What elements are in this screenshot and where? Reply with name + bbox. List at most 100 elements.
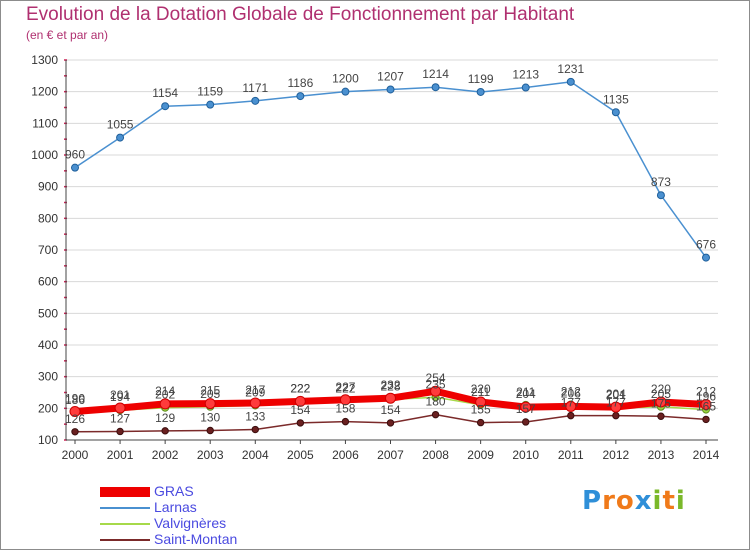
data-label: 157 bbox=[516, 402, 536, 416]
legend-item: Valvignères bbox=[100, 515, 320, 532]
series-group bbox=[69, 77, 712, 436]
logo-letter: r bbox=[602, 486, 616, 516]
point-gras bbox=[565, 400, 577, 412]
data-label: 1207 bbox=[377, 69, 404, 83]
x-tick-label: 2009 bbox=[467, 448, 494, 462]
point-larnas bbox=[702, 253, 710, 262]
data-label: 154 bbox=[380, 403, 400, 417]
data-label: 204 bbox=[606, 387, 626, 401]
point-gras bbox=[700, 399, 712, 411]
x-axis: 2000 2001 2002 2003 2004 2005 2006 2007 2008 2009… bbox=[62, 439, 720, 462]
data-label: 214 bbox=[155, 384, 175, 398]
point-larnas bbox=[116, 133, 125, 142]
y-tick-label: 100 bbox=[38, 433, 58, 447]
logo-letter: x bbox=[634, 486, 653, 516]
legend-swatch bbox=[100, 539, 150, 541]
data-label: 220 bbox=[651, 382, 671, 396]
legend-label: Saint-Montan bbox=[154, 531, 238, 547]
legend-item: Larnas bbox=[100, 499, 320, 516]
point-gras bbox=[655, 396, 667, 408]
point-larnas bbox=[296, 92, 305, 101]
point-saint-montan bbox=[657, 412, 665, 420]
point-larnas bbox=[161, 102, 170, 111]
point-gras bbox=[430, 385, 442, 397]
x-tick-label: 2010 bbox=[512, 448, 539, 462]
point-gras bbox=[520, 401, 532, 413]
data-label: 1231 bbox=[557, 62, 584, 76]
data-label: 180 bbox=[426, 395, 446, 409]
line-chart: 100 200 300 400 500 600 700 800 900 1000 1100 1200 1… bbox=[31, 53, 720, 462]
chart-title: Evolution de la Dotation Globale de Fonc… bbox=[26, 4, 575, 25]
point-saint-montan bbox=[296, 419, 305, 427]
data-label: 1214 bbox=[422, 67, 449, 81]
proxiti-logo: Proxiti bbox=[582, 486, 686, 516]
data-label: 194 bbox=[110, 390, 130, 404]
grid bbox=[66, 59, 718, 441]
legend-swatch bbox=[100, 523, 150, 525]
data-label: 1213 bbox=[512, 68, 539, 82]
point-gras bbox=[159, 398, 171, 410]
data-label: 232 bbox=[380, 378, 400, 392]
data-label: 1135 bbox=[603, 92, 629, 106]
data-label: 204 bbox=[516, 387, 536, 401]
point-gras bbox=[385, 392, 396, 404]
point-saint-montan bbox=[567, 411, 575, 420]
x-tick-label: 2001 bbox=[107, 448, 134, 462]
data-label: 130 bbox=[200, 411, 220, 425]
data-label: 201 bbox=[110, 388, 130, 402]
point-saint-montan bbox=[71, 428, 79, 436]
point-larnas bbox=[341, 87, 350, 96]
point-saint-montan bbox=[522, 418, 530, 426]
legend-swatch bbox=[100, 507, 150, 509]
point-gras bbox=[249, 397, 261, 409]
legend-label: Valvignères bbox=[154, 515, 227, 531]
y-tick-label: 1100 bbox=[32, 116, 58, 130]
y-tick-label: 400 bbox=[38, 338, 58, 352]
logo-letter: i bbox=[675, 486, 686, 516]
data-label: 133 bbox=[245, 410, 265, 424]
data-label: 211 bbox=[471, 385, 490, 399]
data-label: 212 bbox=[561, 385, 581, 399]
x-tick-label: 2007 bbox=[377, 448, 404, 462]
point-larnas bbox=[251, 96, 260, 105]
x-tick-label: 2003 bbox=[197, 448, 224, 462]
point-larnas bbox=[386, 85, 395, 94]
data-label: 873 bbox=[651, 175, 671, 189]
point-saint-montan bbox=[206, 426, 214, 435]
y-tick-label: 900 bbox=[38, 180, 58, 194]
y-tick-label: 500 bbox=[38, 306, 58, 320]
point-larnas bbox=[476, 87, 485, 96]
point-larnas bbox=[71, 163, 79, 172]
data-label: 1200 bbox=[332, 72, 359, 86]
point-saint-montan bbox=[386, 419, 395, 427]
legend-swatch bbox=[100, 487, 150, 497]
data-label: 196 bbox=[696, 390, 716, 404]
logo-letter: o bbox=[615, 486, 635, 516]
point-larnas bbox=[656, 191, 665, 200]
data-label: 235 bbox=[426, 377, 446, 391]
data-label: 177 bbox=[606, 396, 626, 410]
point-larnas bbox=[206, 100, 215, 109]
data-label: 217 bbox=[245, 383, 265, 397]
y-tick-label: 600 bbox=[38, 275, 58, 289]
logo-letter: P bbox=[582, 486, 603, 516]
data-label: 158 bbox=[335, 402, 355, 416]
data-label: 254 bbox=[426, 371, 446, 385]
point-gras bbox=[475, 396, 487, 408]
legend-label: Larnas bbox=[154, 499, 197, 515]
point-larnas bbox=[431, 83, 440, 92]
point-gras bbox=[294, 395, 306, 407]
x-tick-label: 2005 bbox=[287, 448, 314, 462]
data-label: 220 bbox=[471, 382, 491, 396]
point-gras bbox=[69, 406, 81, 417]
data-label: 1154 bbox=[152, 86, 178, 100]
data-label: 201 bbox=[606, 388, 626, 402]
data-label: 227 bbox=[335, 380, 355, 394]
x-tick-label: 2012 bbox=[603, 448, 630, 462]
data-label: 165 bbox=[696, 399, 716, 413]
data-label: 186 bbox=[65, 393, 85, 407]
point-gras bbox=[610, 401, 622, 413]
data-label: 211 bbox=[516, 385, 535, 399]
data-label: 222 bbox=[290, 381, 310, 395]
